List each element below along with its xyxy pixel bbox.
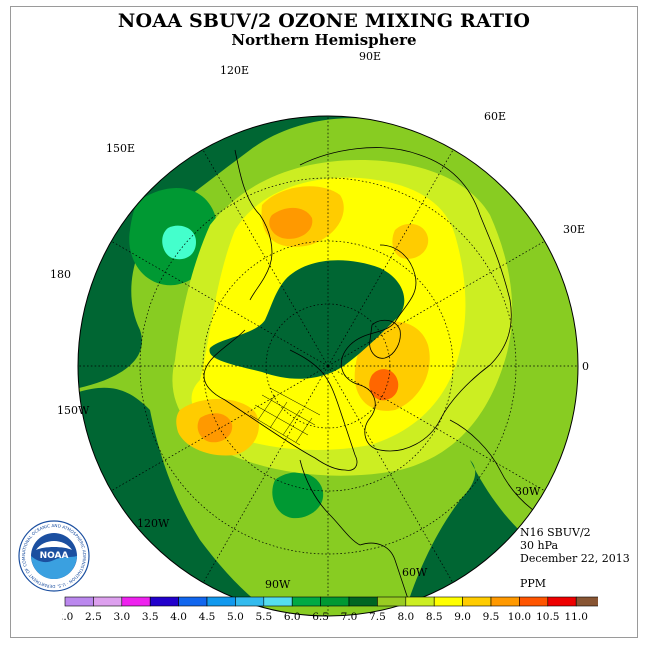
colorbar-swatch [206,596,236,607]
colorbar-swatch [575,596,598,607]
coastlines [203,147,541,606]
colorbar-swatch [377,596,407,607]
colorbar-tick-label: 3.0 [113,611,130,623]
colorbar-tick-label: 2.5 [85,611,102,623]
us-state-lines [249,387,321,446]
colorbar-tick-label: 2.0 [62,611,73,623]
colorbar-tick-label: 10.0 [508,611,531,623]
colorbar-tick-label: 9.5 [483,611,500,623]
lon-label-90e: 90E [359,50,382,63]
info-block: N16 SBUV/2 30 hPa December 22, 2013 PPM [520,526,630,590]
colorbar-swatch [263,596,293,607]
colorbar-tick-label: 3.5 [142,611,159,623]
lon-label-30w: 30W [515,485,541,498]
colorbar-tick-label: 10.5 [536,611,559,623]
colorbar-swatch [121,596,151,607]
colorbar-tick-label: 7.0 [341,611,358,623]
colorbar-tick-label: 6.5 [312,611,329,623]
coast-north-america [203,329,358,471]
date-label: December 22, 2013 [520,552,630,565]
coast-south-america [359,542,411,606]
ozone-region-polar-vortex [209,260,405,379]
colorbar-tick-label: 4.5 [199,611,216,623]
colorbar-swatch [64,596,94,607]
colorbar-tick-label: 11.0 [565,611,588,623]
colorbar-tick-label: 5.0 [227,611,244,623]
colorbar-swatch [405,596,435,607]
graticule [78,116,578,616]
ozone-region-orange-north-core [269,207,313,239]
lon-label-0: 0 [582,360,589,373]
ozone-region-orange-scand [392,223,429,259]
ozone-region-dark-green-caribbean [272,472,324,519]
colorbar-swatch [519,596,549,607]
lon-label-60e: 60E [484,110,507,123]
page-subtitle: Northern Hemisphere [231,31,417,49]
coast-central-america [299,459,361,546]
colorbar-tick-label: 5.5 [255,611,272,623]
colorbar-swatch [433,596,463,607]
map-boundary [77,115,579,617]
colorbar-tick-label: 4.0 [170,611,187,623]
instrument-label: N16 SBUV/2 [520,526,591,539]
colorbar-swatch [547,596,577,607]
coast-greenland [369,319,401,359]
colorbar-swatch [93,596,123,607]
colorbar-swatch [348,596,378,607]
colorbar-tick-label: 7.5 [369,611,386,623]
colorbar-tick-label: 8.5 [426,611,443,623]
lon-label-60w: 60W [402,566,428,579]
lon-label-150w: 150W [57,404,90,417]
logo-text: NOAA [40,551,69,561]
lon-label-30e: 30E [563,223,586,236]
colorbar-swatch [235,596,265,607]
lon-label-120e: 120E [220,64,250,77]
pressure-level: 30 hPa [520,539,559,552]
colorbar-swatch [320,596,350,607]
ozone-region-dark-green-north [78,116,578,390]
colorbar-swatch [178,596,208,607]
colorbar-tick-label: 8.0 [397,611,414,623]
lon-label-150e: 150E [106,142,136,155]
coast-asia-east [234,149,273,301]
noaa-logo: NATIONAL OCEANIC AND ATMOSPHERIC ADMINIS… [18,520,90,592]
colorbar-swatch [149,596,179,607]
color-scale-bar: 2.0 2.5 3.0 3.5 4.0 4.5 5.0 5.5 6.0 6.5 7.0 7.5 8.0 8… [62,596,598,623]
colorbar-swatch [291,596,321,607]
colorbar-swatch [462,596,492,607]
page-title: NOAA SBUV/2 OZONE MIXING RATIO [117,10,531,32]
colorbar-tick-label: 6.0 [284,611,301,623]
units-label: PPM [520,577,547,590]
ozone-region-cyan [162,225,196,260]
lon-label-120w: 120W [137,517,170,530]
coast-africa [449,419,541,516]
lon-label-180: 180 [50,268,71,281]
colorbar-tick-label: 9.0 [454,611,471,623]
colorbar-swatch [490,596,520,607]
ozone-region-red-europe [369,369,399,401]
lon-label-90w: 90W [265,578,291,591]
coast-eurasia [299,147,512,452]
figure-frame [10,6,638,638]
